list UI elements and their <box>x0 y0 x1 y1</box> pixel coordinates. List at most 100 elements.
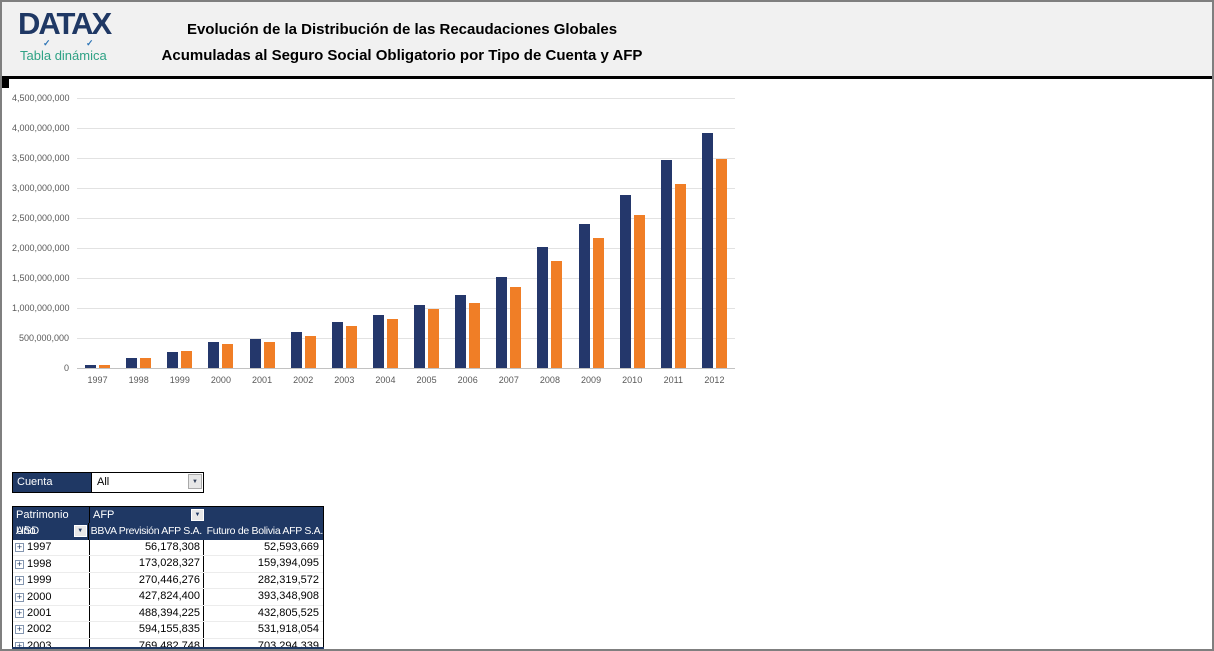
bar-1997-bbva[interactable] <box>85 364 97 368</box>
bar-1998-bbva[interactable] <box>126 357 138 368</box>
bar-2003-futuro[interactable] <box>345 325 357 368</box>
bar-2001-bbva[interactable] <box>249 338 261 368</box>
title-line-1: Evolución de la Distribución de las Reca… <box>186 21 618 38</box>
datax-logo: DATAX ✓ ✓ <box>18 6 112 49</box>
year-cell[interactable]: +2001 <box>13 605 90 622</box>
bar-2005-futuro[interactable] <box>428 308 440 368</box>
bar-2000-bbva[interactable] <box>208 342 220 368</box>
year-cell[interactable]: +2002 <box>13 622 90 638</box>
bar-2008-bbva[interactable] <box>537 246 549 368</box>
expand-icon[interactable]: + <box>15 542 24 553</box>
futuro-value-cell: 393,348,908 <box>257 590 319 603</box>
bar-2006-futuro[interactable] <box>469 302 481 368</box>
gridline <box>77 128 735 129</box>
bar-2007-futuro[interactable] <box>510 286 522 368</box>
pivot-header-row-1: Patrimonio USD AFP ▼ <box>13 507 323 537</box>
expand-icon[interactable]: + <box>15 640 24 651</box>
bar-2004-bbva[interactable] <box>372 314 384 368</box>
table-row: +1997 56,178,308 52,593,669 <box>13 540 323 556</box>
logo-subtitle: Tabla dinámica <box>20 48 107 63</box>
year-label: 2002 <box>27 623 52 636</box>
bbva-value-cell: 594,155,835 <box>90 622 204 638</box>
y-axis-tick-label: 1,000,000,000 <box>12 303 70 313</box>
pivot-corner-field[interactable]: Patrimonio USD <box>13 507 90 537</box>
bar-2009-bbva[interactable] <box>578 224 590 368</box>
bar-1998-futuro[interactable] <box>140 358 152 368</box>
bar-2003-bbva[interactable] <box>331 321 343 368</box>
logo-text: DATAX <box>18 6 112 41</box>
table-row: +2002 594,155,835 531,918,054 <box>13 621 323 638</box>
cuenta-filter: Cuenta All ▼ <box>12 472 204 493</box>
expand-icon[interactable]: + <box>15 575 24 586</box>
year-cell[interactable]: +2003 <box>13 638 90 651</box>
table-row: +1998 173,028,327 159,394,095 <box>13 555 323 572</box>
expand-icon[interactable]: + <box>15 607 24 618</box>
pivot-body: +1997 56,178,308 52,593,669 +1998 173,028,32… <box>13 540 323 651</box>
cuenta-filter-label[interactable]: Cuenta <box>13 473 91 492</box>
page-title: Evolución de la Distribución de las Reca… <box>102 17 702 69</box>
bar-2005-bbva[interactable] <box>414 304 426 368</box>
bar-1999-bbva[interactable] <box>167 351 179 368</box>
gridline <box>77 308 735 309</box>
year-label: 1998 <box>27 557 52 570</box>
cuenta-filter-value[interactable]: All ▼ <box>91 473 203 492</box>
expand-icon[interactable]: + <box>15 624 24 635</box>
y-axis-tick-label: 2,000,000,000 <box>12 243 70 253</box>
bar-2001-futuro[interactable] <box>263 342 275 368</box>
bar-2008-futuro[interactable] <box>551 261 563 368</box>
bbva-value-cell: 56,178,308 <box>90 540 204 556</box>
expand-icon[interactable]: + <box>15 591 24 602</box>
bar-2000-futuro[interactable] <box>222 344 234 368</box>
pivot-column-field[interactable]: AFP ▼ <box>90 507 323 523</box>
bar-2012-futuro[interactable] <box>715 158 727 368</box>
bbva-value-cell: 427,824,400 <box>90 589 204 605</box>
bar-2006-bbva[interactable] <box>455 295 467 368</box>
bar-1999-futuro[interactable] <box>181 351 193 368</box>
y-axis-tick-label: 3,500,000,000 <box>12 153 70 163</box>
bar-2004-futuro[interactable] <box>386 319 398 368</box>
column-header-futuro[interactable]: Futuro de Bolivia AFP S.A. <box>206 525 324 537</box>
bar-2007-bbva[interactable] <box>496 276 508 368</box>
year-cell[interactable]: +2000 <box>13 589 90 605</box>
table-row: +1999 270,446,276 282,319,572 <box>13 571 323 589</box>
x-axis-tick-label: 2002 <box>293 375 314 385</box>
table-row: +2000 427,824,400 393,348,908 <box>13 588 323 605</box>
next-row-partial <box>12 647 324 649</box>
x-axis-tick-label: 1997 <box>87 375 108 385</box>
column-header-bbva[interactable]: BBVA Previsión AFP S.A. <box>89 523 203 540</box>
x-axis-tick-label: 2005 <box>416 375 437 385</box>
year-cell[interactable]: +1997 <box>13 540 90 556</box>
bar-2012-bbva[interactable] <box>701 133 713 368</box>
page-break-mark <box>2 79 9 88</box>
dropdown-arrow-icon[interactable]: ▼ <box>188 474 202 489</box>
x-axis-line <box>77 368 735 369</box>
futuro-value-cell: 703,294,339 <box>257 639 319 651</box>
x-axis-tick-label: 2010 <box>622 375 643 385</box>
dropdown-arrow-icon[interactable]: ▼ <box>73 525 87 537</box>
x-axis-tick-label: 2008 <box>539 375 560 385</box>
bar-2002-futuro[interactable] <box>304 336 316 368</box>
bar-2002-bbva[interactable] <box>290 332 302 368</box>
bar-2010-bbva[interactable] <box>619 195 631 368</box>
expand-icon[interactable]: + <box>15 558 24 569</box>
gridline <box>77 188 735 189</box>
dropdown-arrow-icon[interactable]: ▼ <box>191 509 204 521</box>
x-axis-tick-label: 2004 <box>375 375 396 385</box>
futuro-value-cell: 282,319,572 <box>257 573 319 586</box>
bar-2011-futuro[interactable] <box>674 183 686 368</box>
bar-2010-futuro[interactable] <box>633 215 645 368</box>
bar-1997-futuro[interactable] <box>99 364 111 368</box>
bar-2009-futuro[interactable] <box>592 238 604 368</box>
futuro-value-cell: 432,805,525 <box>257 606 319 619</box>
row-field-label: Año <box>16 525 36 537</box>
year-label: 1997 <box>27 541 52 554</box>
year-cell[interactable]: +1998 <box>13 556 90 572</box>
year-cell[interactable]: +1999 <box>13 572 90 589</box>
pivot-header-row-2: Año ▼ BBVA Previsión AFP S.A. Futuro de … <box>13 523 323 540</box>
pivot-row-field[interactable]: Año ▼ <box>13 523 89 540</box>
year-label: 2000 <box>27 590 52 603</box>
table-row: +2003 769,482,748 703,294,339 <box>13 637 323 651</box>
y-axis-tick-label: 3,000,000,000 <box>12 183 70 193</box>
y-axis-tick-label: 500,000,000 <box>18 333 69 343</box>
bar-2011-bbva[interactable] <box>660 159 672 368</box>
